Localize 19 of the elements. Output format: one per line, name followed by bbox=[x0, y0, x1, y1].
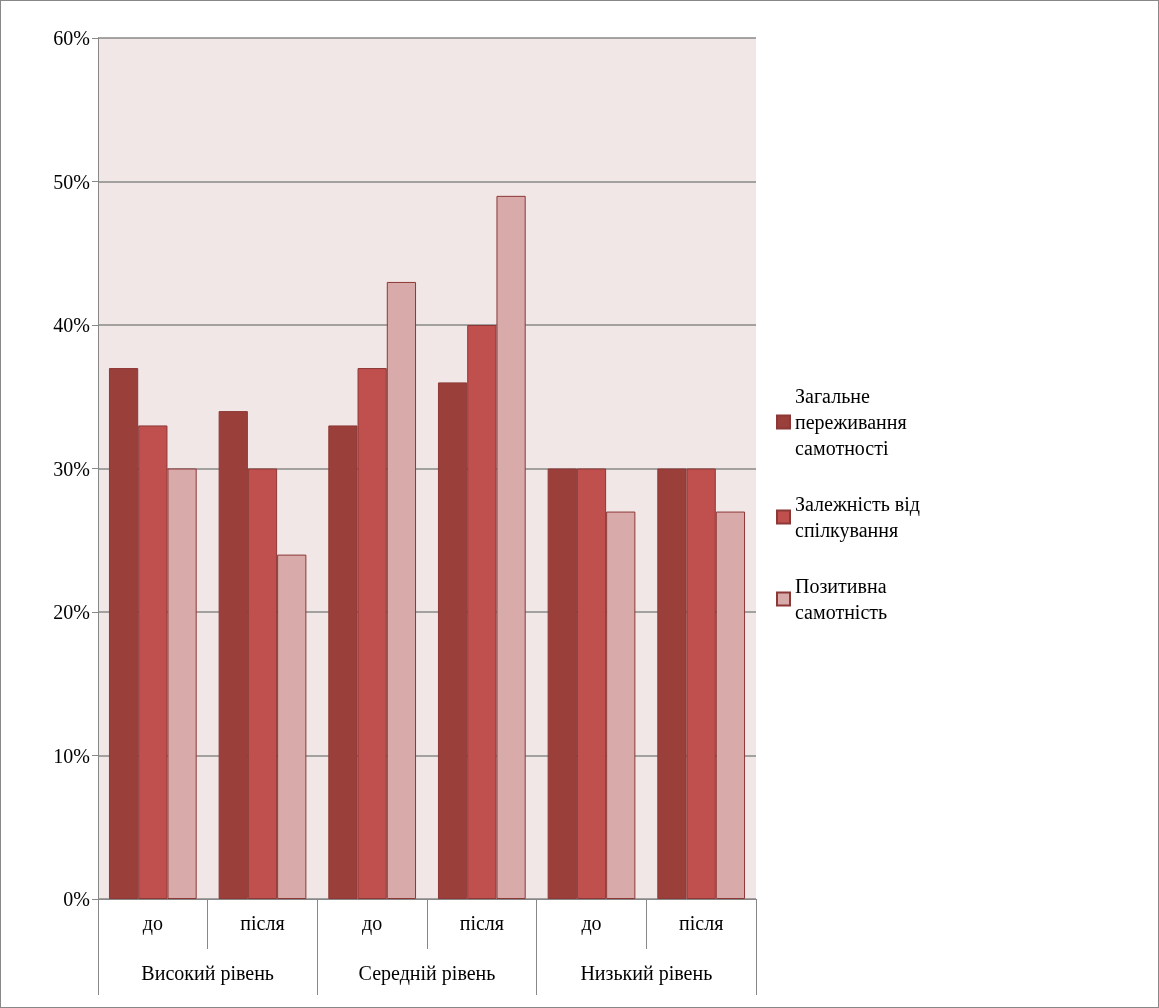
y-tick-label: 20% bbox=[53, 601, 90, 623]
y-tick-label: 10% bbox=[53, 744, 90, 767]
x-tick-label: до bbox=[142, 912, 163, 935]
y-tick-label: 50% bbox=[53, 170, 90, 193]
y-tick-label: 40% bbox=[53, 314, 90, 336]
text: Низький рівень bbox=[580, 962, 713, 985]
x-tick-label: до bbox=[362, 912, 383, 935]
x-tick-label: після bbox=[459, 912, 504, 934]
text: Високий рівень bbox=[141, 962, 274, 985]
y-tick-label: 30% bbox=[53, 457, 90, 480]
x-tick-label: після bbox=[679, 912, 724, 934]
legend-label: Загальне переживання самотності bbox=[795, 385, 912, 459]
legend-label: Залежність від спілкування bbox=[795, 493, 925, 542]
legend-label: Позитивна самотність bbox=[795, 575, 892, 623]
y-tick-label: 60% bbox=[53, 27, 90, 49]
x-tick-label: після bbox=[240, 912, 285, 934]
y-tick-label: 0% bbox=[63, 888, 90, 910]
text: Середній рівень bbox=[358, 962, 496, 985]
x-tick-label: до bbox=[581, 912, 602, 935]
